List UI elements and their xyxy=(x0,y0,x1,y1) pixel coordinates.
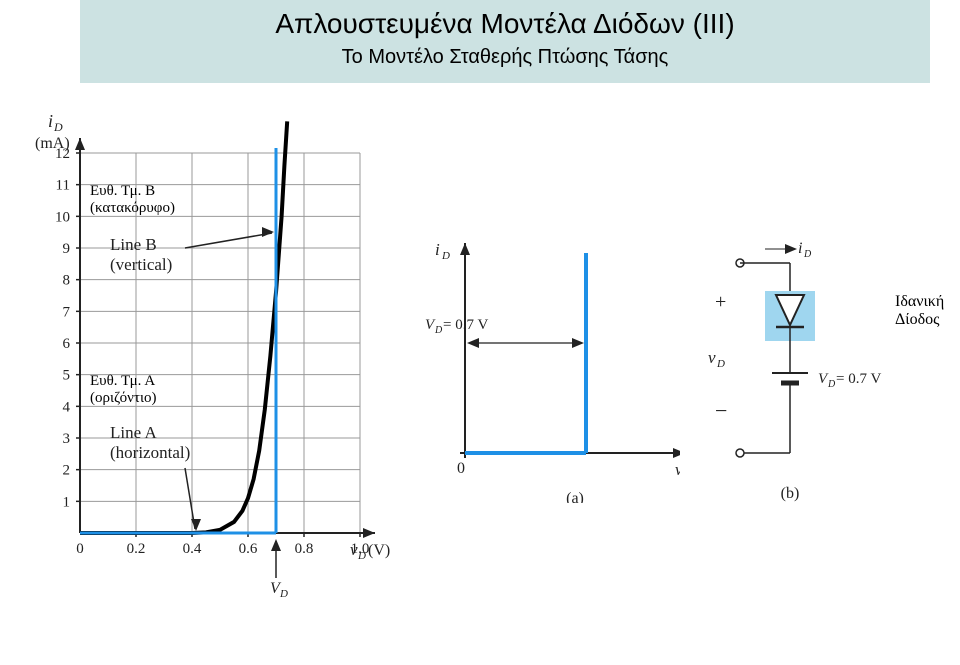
svg-text:1: 1 xyxy=(63,494,71,510)
page-title: Απλουστευμένα Μοντέλα Διόδων (ΙΙΙ) xyxy=(80,8,930,40)
svg-text:D: D xyxy=(803,249,812,260)
svg-text:(V): (V) xyxy=(368,542,390,559)
svg-text:D: D xyxy=(279,588,288,600)
svg-text:0.4: 0.4 xyxy=(183,541,202,557)
svg-text:D: D xyxy=(53,120,63,134)
svg-text:(a): (a) xyxy=(566,490,584,503)
svg-text:(mA): (mA) xyxy=(35,135,70,152)
annotation-line-b-english: Line B (vertical) xyxy=(110,235,172,275)
circuit-svg: iD+vD−VD = 0.7 V(b) xyxy=(700,233,940,513)
svg-text:i: i xyxy=(48,113,53,131)
svg-text:0: 0 xyxy=(457,460,465,477)
svg-text:7: 7 xyxy=(63,304,71,320)
svg-text:6: 6 xyxy=(63,336,71,352)
figure-equivalent-circuit: iD+vD−VD = 0.7 V(b) Ιδανική Δίοδος xyxy=(700,233,940,518)
annotation-line-b-greek: Ευθ. Τμ. B (κατακόρυφο) xyxy=(90,183,175,217)
svg-text:11: 11 xyxy=(56,178,70,194)
svg-text:+: + xyxy=(715,291,726,313)
svg-text:0.6: 0.6 xyxy=(239,541,258,557)
svg-text:5: 5 xyxy=(63,368,71,384)
svg-text:4: 4 xyxy=(63,399,71,415)
svg-text:8: 8 xyxy=(63,273,71,289)
svg-text:9: 9 xyxy=(63,241,71,257)
svg-text:0: 0 xyxy=(76,541,84,557)
title-band: Απλουστευμένα Μοντέλα Διόδων (ΙΙΙ) Το Μο… xyxy=(80,0,930,83)
svg-text:3: 3 xyxy=(63,431,71,447)
svg-text:10: 10 xyxy=(55,209,70,225)
svg-text:= 0.7 V: = 0.7 V xyxy=(836,371,881,387)
svg-text:D: D xyxy=(434,325,443,336)
annotation-line-a-greek: Ευθ. Τμ. Α (οριζόντιο) xyxy=(90,373,157,407)
figure-ideal-iv: 0iDvDVD = 0.7 V(a) xyxy=(420,223,680,508)
svg-text:v: v xyxy=(350,540,358,559)
svg-text:D: D xyxy=(357,550,366,562)
svg-text:D: D xyxy=(441,250,450,262)
svg-text:D: D xyxy=(827,379,836,390)
svg-text:i: i xyxy=(435,240,440,259)
svg-text:0.2: 0.2 xyxy=(127,541,146,557)
svg-text:2: 2 xyxy=(63,463,71,479)
page-subtitle: Το Μοντέλο Σταθερής Πτώσης Τάσης xyxy=(80,46,930,69)
svg-text:v: v xyxy=(708,348,716,367)
figures-region: 12345678910111200.20.40.60.81.0iD(mA)vD(… xyxy=(0,83,960,623)
svg-text:D: D xyxy=(716,358,725,370)
annotation-line-a-english: Line A (horizontal) xyxy=(110,423,190,463)
svg-text:v: v xyxy=(675,460,680,479)
iv-curve-svg: 12345678910111200.20.40.60.81.0iD(mA)vD(… xyxy=(10,113,410,613)
ideal-diode-label: Ιδανική Δίοδος xyxy=(895,293,944,329)
figure-iv-curve: 12345678910111200.20.40.60.81.0iD(mA)vD(… xyxy=(10,113,410,618)
svg-text:i: i xyxy=(798,240,802,257)
ideal-iv-svg: 0iDvDVD = 0.7 V(a) xyxy=(420,223,680,503)
svg-text:0.8: 0.8 xyxy=(295,541,314,557)
svg-text:(b): (b) xyxy=(781,485,800,502)
svg-text:= 0.7 V: = 0.7 V xyxy=(443,317,488,333)
svg-text:−: − xyxy=(715,398,727,423)
